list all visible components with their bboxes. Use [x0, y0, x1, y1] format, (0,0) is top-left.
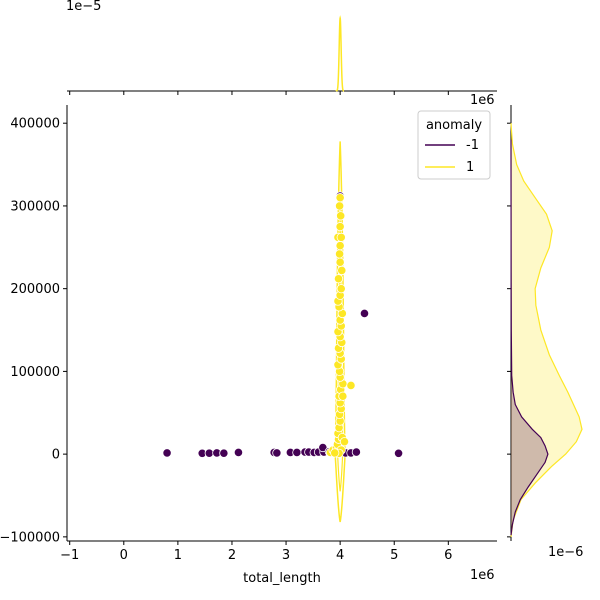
x-ticks: −1 0 1 2 3 4 5 6 — [60, 541, 452, 563]
right-marginal-curve-normal — [510, 123, 583, 537]
right-marginal-fill-normal — [511, 123, 582, 537]
x-tick-label: 4 — [336, 548, 344, 563]
scatter-point-normal — [337, 265, 347, 276]
legend-title: anomaly — [426, 118, 482, 133]
right-marginal: 1e6 1e−6 — [470, 93, 583, 560]
right-marginal-scale-label: 1e−6 — [548, 545, 583, 560]
scatter-point-anomaly — [204, 448, 214, 458]
scatter-point-normal — [338, 391, 348, 401]
right-marginal-curve-anomaly — [510, 139, 549, 536]
scatter-point-normal — [336, 284, 346, 294]
y-tick-label: 300000 — [10, 199, 60, 214]
scatter-point-normal — [335, 222, 345, 232]
scatter-point-anomaly — [233, 447, 244, 458]
x-tick-label: −1 — [60, 548, 79, 563]
scatter-point-anomaly — [292, 447, 302, 458]
scatter-point-normal — [335, 257, 345, 267]
x-axis-label: total_length — [243, 571, 321, 586]
scatter-point-anomaly — [272, 448, 282, 458]
top-marginal-ticks — [69, 91, 449, 95]
scatter-point-normal — [333, 274, 344, 284]
top-marginal-density-curve-1 — [335, 15, 345, 92]
legend-label-neg1: -1 — [466, 138, 479, 153]
x-tick-label: 3 — [282, 548, 290, 563]
scatter-point-anomaly — [162, 448, 172, 458]
legend-label-1: 1 — [466, 160, 474, 175]
x-tick-label: 0 — [120, 548, 128, 563]
right-marginal-ticks — [507, 122, 511, 538]
scatter-point-anomaly — [359, 308, 370, 319]
top-marginal-scale-label: 1e−5 — [66, 0, 101, 14]
scatter-point-anomaly — [351, 447, 361, 457]
right-marginal-top-scale-label: 1e6 — [470, 93, 495, 108]
scatter-point-normal — [335, 241, 345, 251]
scatter-point-normal — [335, 249, 345, 259]
top-marginal: 1e−5 — [66, 0, 497, 95]
y-tick-label: −100000 — [0, 530, 60, 545]
y-tick-label: 200000 — [10, 282, 60, 297]
scatter-point-anomaly — [318, 442, 328, 453]
y-tick-label: 400000 — [10, 117, 60, 132]
x-tick-label: 2 — [228, 548, 236, 563]
scatter-point-normal — [336, 211, 346, 221]
scatter-point-anomaly — [219, 448, 229, 458]
x-scale-label: 1e6 — [470, 568, 495, 583]
y-tick-label: 100000 — [10, 365, 60, 380]
x-tick-label: 1 — [174, 548, 182, 563]
y-ticks: −100000 0 100000 200000 300000 400000 — [0, 117, 67, 545]
scatter-point-normal — [339, 437, 350, 447]
scatter-points — [162, 191, 404, 458]
x-tick-label: 6 — [444, 548, 452, 563]
main-plot: −1 0 1 2 3 4 5 6 −100000 0 100000 200000 300000 4000… — [0, 105, 497, 586]
scatter-point-normal — [336, 232, 346, 242]
right-marginal-density — [510, 123, 583, 537]
scatter-point-normal — [330, 448, 340, 458]
scatter-point-normal — [335, 193, 345, 203]
x-tick-label: 5 — [390, 548, 398, 563]
scatter-point-anomaly — [393, 448, 404, 458]
scatter-point-normal — [346, 380, 356, 391]
scatter-point-normal — [335, 201, 345, 211]
legend: anomaly -1 1 — [417, 110, 491, 180]
y-tick-label: 0 — [52, 448, 60, 463]
